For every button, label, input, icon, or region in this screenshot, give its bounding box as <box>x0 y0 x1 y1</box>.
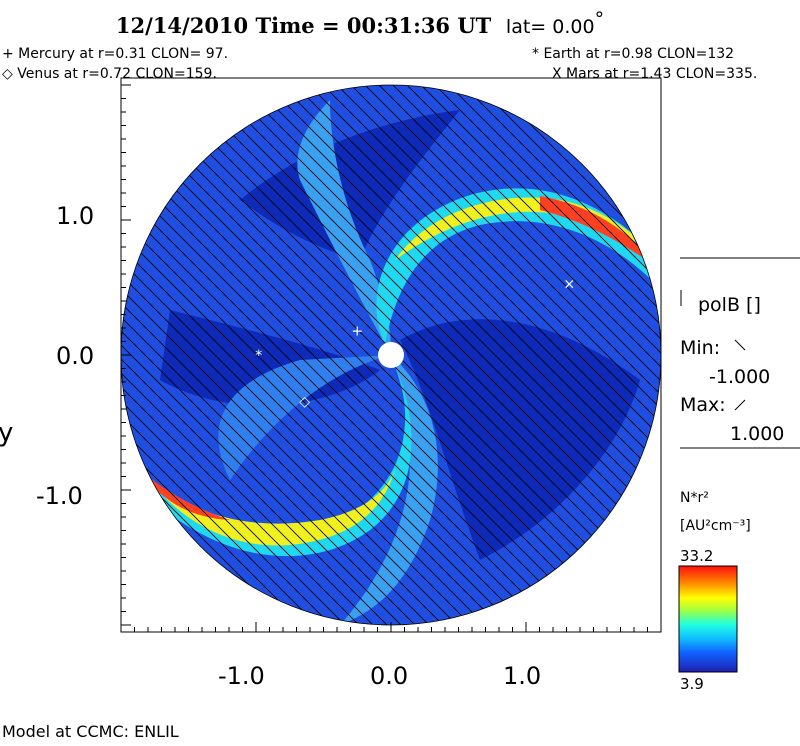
y-tick-label: -1.0 <box>36 482 83 510</box>
mercury-marker: + <box>351 324 363 340</box>
colorbar-max: 33.2 <box>680 547 714 565</box>
min-value: -1.000 <box>709 366 771 388</box>
latitude-label: lat= 0.00 <box>505 16 595 38</box>
colorbar <box>678 565 738 673</box>
mercury-info: + Mercury at r=0.31 CLON= 97. <box>2 46 229 62</box>
max-slash-icon <box>734 399 746 411</box>
x-tick-label: 0.0 <box>370 662 409 690</box>
max-value: 1.000 <box>730 423 785 445</box>
chart-title: 12/14/2010 Time = 00:31:36 UT lat= 0.00° <box>115 8 605 38</box>
min-slash-icon <box>734 339 746 351</box>
units-label: [AU²cm⁻³] <box>680 518 751 534</box>
y-axis-label: y <box>0 418 14 448</box>
sun-marker <box>378 342 404 368</box>
axis-ticks <box>120 84 648 632</box>
footer-credit: Model at CCMC: ENLIL <box>2 722 179 741</box>
venus-marker: ◇ <box>299 394 310 410</box>
max-label: Max: <box>680 394 726 416</box>
planet-markers: + ◇ * × <box>255 276 575 409</box>
y-tick-label: 0.0 <box>56 342 95 370</box>
quantity-label: N*r² <box>680 490 709 506</box>
y-tick-label: 1.0 <box>56 202 95 230</box>
x-tick-label: 1.0 <box>503 662 542 690</box>
x-tick-label: -1.0 <box>218 662 265 690</box>
min-label: Min: <box>680 337 721 359</box>
mars-marker: × <box>563 276 575 292</box>
field-name: polB [] <box>698 294 761 316</box>
earth-info: * Earth at r=0.98 CLON=132 <box>532 46 735 62</box>
earth-marker: * <box>255 348 262 364</box>
colorbar-min: 3.9 <box>680 675 704 693</box>
